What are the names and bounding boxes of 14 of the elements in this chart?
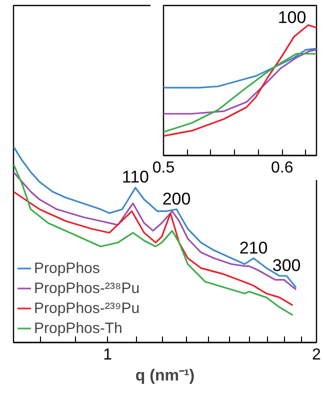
x-axis-title: q (nm⁻¹) <box>135 368 195 384</box>
legend-label: PropPhos-²³⁹Pu <box>34 300 140 316</box>
annotation: 100 <box>278 8 306 28</box>
legend-label: PropPhos-²³⁸Pu <box>34 280 140 296</box>
annotation: 300 <box>272 256 301 275</box>
x-tick-label: 0.5 <box>152 160 175 176</box>
annotation: 110 <box>122 168 150 187</box>
legend-label: PropPhos <box>34 260 100 276</box>
annotation: 200 <box>162 189 191 208</box>
x-tick-label: 0.6 <box>270 160 294 176</box>
annotation: 210 <box>239 238 268 258</box>
x-tick-label: 1 <box>103 346 112 364</box>
legend-label: PropPhos-Th <box>34 320 122 336</box>
x-tick-label: 2 <box>312 346 322 364</box>
